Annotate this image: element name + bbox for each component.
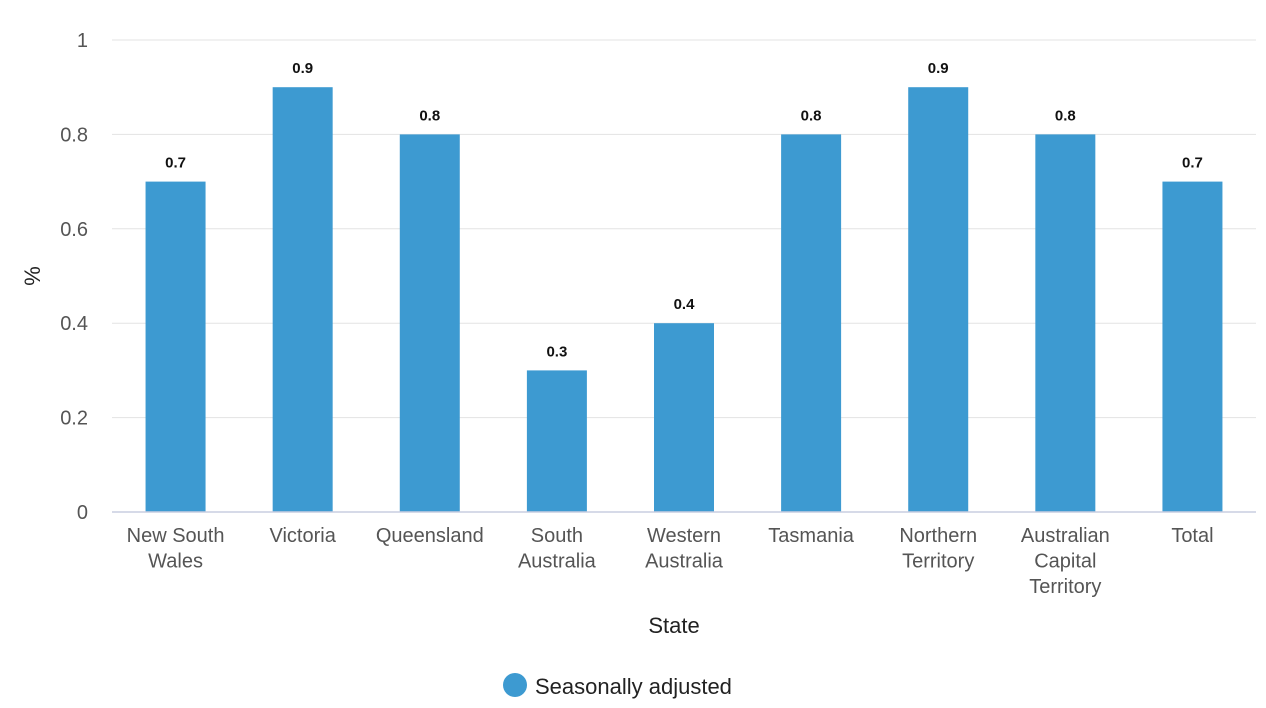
bar[interactable] bbox=[1162, 181, 1223, 512]
data-label: 0.8 bbox=[801, 107, 822, 124]
x-tick-label: Australian Capital Territory bbox=[1021, 525, 1110, 598]
bar[interactable] bbox=[272, 87, 333, 512]
data-labels: 0.7 0.9 0.8 0.3 0.4 0.8 0.9 0.8 0.7 bbox=[165, 60, 1203, 360]
data-label: 0.7 bbox=[1182, 155, 1203, 172]
x-tick-label: South Australia bbox=[518, 525, 597, 573]
data-label: 0.8 bbox=[419, 107, 440, 124]
bar[interactable] bbox=[908, 87, 969, 512]
bar[interactable] bbox=[1035, 134, 1096, 512]
x-tick-label: Tasmania bbox=[768, 525, 854, 547]
x-tick-label: Queensland bbox=[376, 525, 484, 547]
y-tick-label: 0 bbox=[77, 502, 88, 524]
y-tick-label: 1 bbox=[77, 30, 88, 52]
data-label: 0.8 bbox=[1055, 107, 1076, 124]
x-axis-ticks: New South Wales Victoria Queensland South Aus… bbox=[127, 525, 1214, 598]
legend-label-seasonally-adjusted[interactable]: Seasonally adjusted bbox=[535, 674, 732, 699]
data-label: 0.9 bbox=[292, 60, 313, 77]
x-tick-label: Western Australia bbox=[645, 525, 724, 573]
y-axis-ticks: 0 0.2 0.4 0.6 0.8 1 bbox=[60, 30, 88, 524]
y-tick-label: 0.6 bbox=[60, 219, 88, 241]
bar[interactable] bbox=[399, 134, 460, 512]
legend[interactable]: Seasonally adjusted bbox=[503, 673, 732, 699]
x-tick-label: Total bbox=[1171, 525, 1213, 547]
y-tick-label: 0.8 bbox=[60, 124, 88, 146]
x-tick-label: Northern Territory bbox=[899, 525, 977, 573]
x-tick-label: New South Wales bbox=[127, 525, 225, 573]
x-axis-title: State bbox=[648, 613, 699, 638]
bar[interactable] bbox=[145, 181, 206, 512]
legend-marker-seasonally-adjusted[interactable] bbox=[503, 673, 527, 697]
x-tick-label: Victoria bbox=[270, 525, 337, 547]
bar[interactable] bbox=[654, 323, 714, 512]
bars bbox=[145, 87, 1223, 512]
y-axis-title: % bbox=[20, 266, 45, 286]
bar[interactable] bbox=[526, 370, 587, 512]
data-label: 0.9 bbox=[928, 60, 949, 77]
bar[interactable] bbox=[781, 134, 842, 512]
data-label: 0.3 bbox=[546, 343, 567, 360]
data-label: 0.7 bbox=[165, 155, 186, 172]
data-label: 0.4 bbox=[674, 296, 696, 313]
y-tick-label: 0.2 bbox=[60, 408, 88, 430]
y-tick-label: 0.4 bbox=[60, 313, 88, 335]
